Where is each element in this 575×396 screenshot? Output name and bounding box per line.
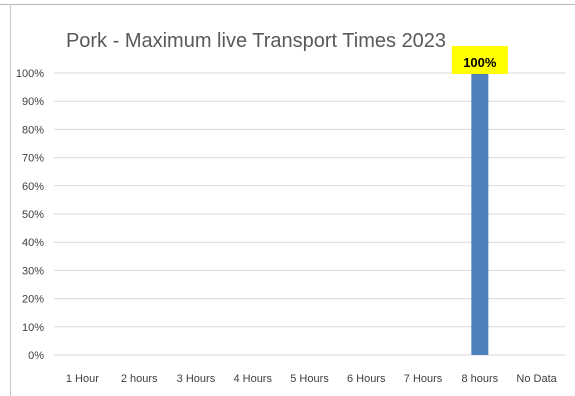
x-axis-category-labels: 1 Hour 2 hours 3 Hours 4 Hours 5 Hours 6 Hour… xyxy=(66,373,558,385)
x-category-label: 4 Hours xyxy=(233,373,272,385)
sheet-top-border xyxy=(0,4,575,5)
gridlines xyxy=(54,72,565,356)
y-tick-label: 60% xyxy=(22,181,44,193)
bars xyxy=(471,73,489,355)
y-tick-label: 0% xyxy=(28,350,44,362)
chart-title: Pork - Maximum live Transport Times 2023 xyxy=(66,30,446,52)
y-tick-label: 70% xyxy=(22,153,44,165)
y-tick-label: 100% xyxy=(16,68,44,80)
y-tick-label: 40% xyxy=(22,237,44,249)
x-category-label: 7 Hours xyxy=(404,373,443,385)
x-category-label: 6 Hours xyxy=(347,373,386,385)
y-tick-label: 30% xyxy=(22,265,44,277)
x-category-label: 3 Hours xyxy=(177,373,216,385)
y-tick-label: 10% xyxy=(22,322,44,334)
y-axis-tick-labels: 0% 10% 20% 30% 40% 50% 60% 70% 80% 90% 100% xyxy=(16,68,44,362)
sheet-left-border xyxy=(10,4,11,396)
bar xyxy=(471,73,489,355)
y-tick-label: 20% xyxy=(22,294,44,306)
x-category-label: No Data xyxy=(516,373,557,385)
x-category-label: 1 Hour xyxy=(66,373,99,385)
y-tick-label: 50% xyxy=(22,209,44,221)
data-labels: 100% xyxy=(451,46,508,74)
data-label: 100% xyxy=(463,55,497,70)
x-category-label: 8 hours xyxy=(461,373,498,385)
data-label-highlight xyxy=(451,46,508,74)
x-category-label: 5 Hours xyxy=(290,373,329,385)
y-tick-label: 90% xyxy=(22,96,44,108)
x-category-label: 2 hours xyxy=(121,373,158,385)
y-tick-label: 80% xyxy=(22,124,44,136)
